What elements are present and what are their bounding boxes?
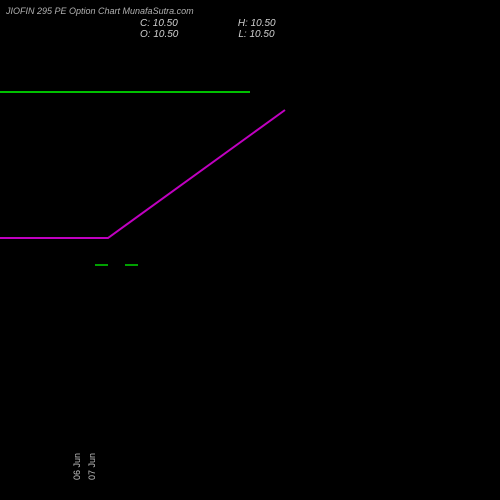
- magenta-series-line: [0, 110, 285, 238]
- x-axis: 06 Jun 07 Jun: [0, 440, 500, 480]
- x-axis-label: 06 Jun: [72, 453, 82, 480]
- x-axis-label: 07 Jun: [87, 453, 97, 480]
- price-chart: [0, 0, 500, 500]
